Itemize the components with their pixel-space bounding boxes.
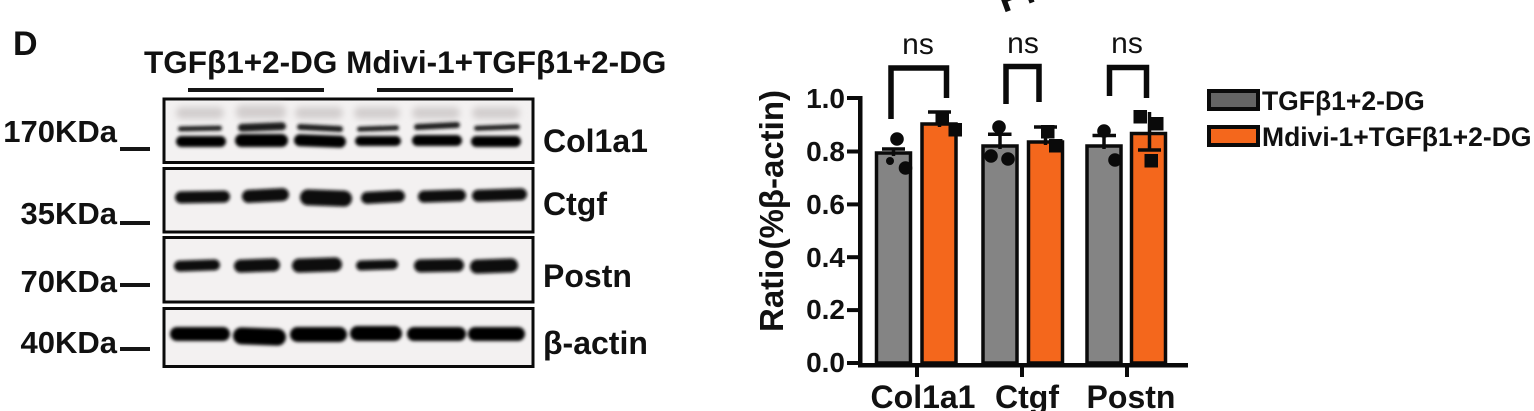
svg-text:Postn: Postn [1087,379,1176,411]
svg-text:Ratio(%β-actin): Ratio(%β-actin) [753,90,790,332]
svg-text:ns: ns [1111,27,1143,60]
svg-text:0.8: 0.8 [806,136,845,167]
svg-text:0.6: 0.6 [806,189,845,220]
svg-text:ns: ns [902,28,934,61]
svg-text:0.0: 0.0 [806,347,845,378]
svg-text:1.0: 1.0 [806,83,845,114]
svg-text:Ctgf: Ctgf [995,379,1059,411]
svg-text:0.4: 0.4 [806,242,845,273]
svg-text:0.2: 0.2 [806,294,845,325]
svg-text:ns: ns [1007,27,1039,60]
svg-text:Col1a1: Col1a1 [871,379,976,411]
